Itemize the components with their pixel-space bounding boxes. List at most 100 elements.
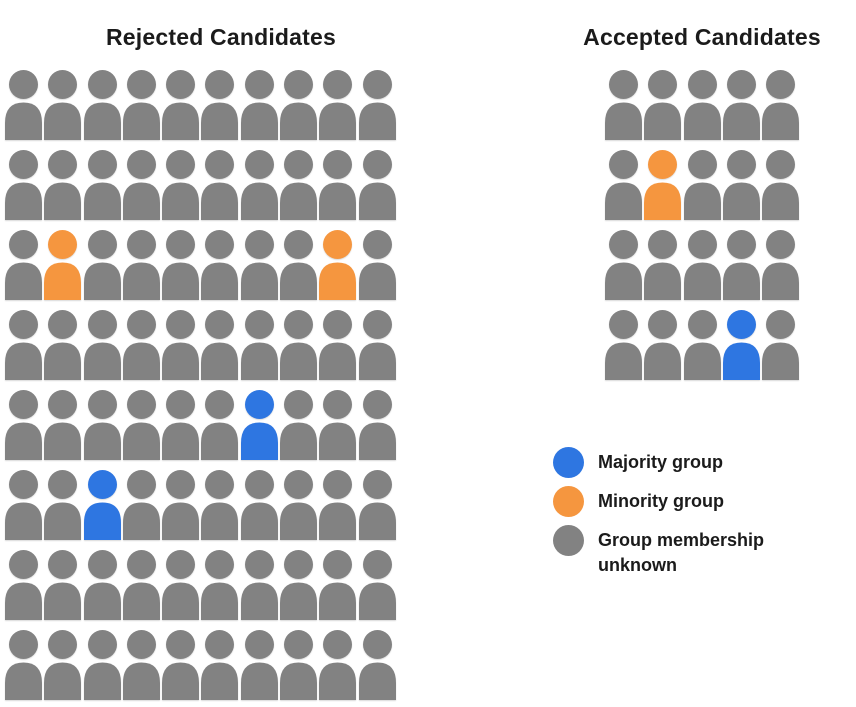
person-icon-unknown <box>162 390 200 460</box>
person-icon-unknown <box>201 630 239 700</box>
person-icon-unknown <box>5 550 42 620</box>
person-icon-unknown <box>122 550 160 620</box>
person-icon-unknown <box>83 70 121 140</box>
person-icon-unknown <box>122 390 160 460</box>
legend: Majority group Minority group Group memb… <box>553 447 798 578</box>
person-icon-unknown <box>358 230 396 300</box>
person-icon-unknown <box>280 230 318 300</box>
person-icon-unknown <box>683 230 721 300</box>
person-icon-unknown <box>5 230 42 300</box>
person-icon-unknown <box>240 470 278 540</box>
person-icon-unknown <box>240 310 278 380</box>
person-icon-unknown <box>358 470 396 540</box>
person-icon-unknown <box>280 150 318 220</box>
person-icon-unknown <box>683 150 721 220</box>
person-icon-unknown <box>280 630 318 700</box>
person-icon-unknown <box>280 390 318 460</box>
person-icon-unknown <box>162 150 200 220</box>
person-icon-unknown <box>319 150 357 220</box>
person-icon-unknown <box>762 70 800 140</box>
person-icon-unknown <box>722 150 760 220</box>
rejected-candidates-title: Rejected Candidates <box>105 24 337 50</box>
person-icon-unknown <box>122 70 160 140</box>
person-icon-unknown <box>683 310 721 380</box>
person-icon-unknown <box>319 390 357 460</box>
person-icon-unknown <box>122 230 160 300</box>
person-icon-unknown <box>44 150 82 220</box>
person-icon-unknown <box>162 630 200 700</box>
person-icon-minority <box>319 230 357 300</box>
legend-label-unknown: Group membership unknown <box>598 530 765 575</box>
person-icon-unknown <box>605 310 642 380</box>
person-icon-unknown <box>44 70 82 140</box>
person-icon-unknown <box>162 470 200 540</box>
person-icon-unknown <box>605 70 642 140</box>
legend-label-majority: Majority group <box>598 452 723 472</box>
person-icon-unknown <box>280 550 318 620</box>
person-icon-unknown <box>240 630 278 700</box>
accepted-candidates-grid <box>605 70 800 380</box>
person-icon-majority <box>240 390 278 460</box>
person-icon-unknown <box>44 630 82 700</box>
person-icon-unknown <box>240 230 278 300</box>
person-icon-unknown <box>644 310 682 380</box>
person-icon-unknown <box>240 150 278 220</box>
person-icon-unknown <box>280 470 318 540</box>
person-icon-unknown <box>83 310 121 380</box>
person-icon-unknown <box>280 310 318 380</box>
person-icon-unknown <box>762 150 800 220</box>
person-icon-unknown <box>201 150 239 220</box>
person-icon-unknown <box>762 310 800 380</box>
person-icon-unknown <box>644 70 682 140</box>
person-icon-majority <box>83 470 121 540</box>
rejected-candidates-grid <box>5 70 396 700</box>
person-icon-unknown <box>44 470 82 540</box>
person-icon-unknown <box>83 390 121 460</box>
person-icon-unknown <box>83 230 121 300</box>
person-icon-unknown <box>319 550 357 620</box>
person-icon-unknown <box>162 550 200 620</box>
person-icon-unknown <box>122 310 160 380</box>
person-icon-unknown <box>358 550 396 620</box>
person-icon-unknown <box>122 150 160 220</box>
person-icon-majority <box>722 310 760 380</box>
person-icon-unknown <box>358 630 396 700</box>
legend-item-majority: Majority group <box>553 447 798 478</box>
person-icon-unknown <box>319 630 357 700</box>
person-icon-unknown <box>280 70 318 140</box>
person-icon-unknown <box>240 550 278 620</box>
legend-item-minority: Minority group <box>553 486 798 517</box>
person-icon-unknown <box>644 230 682 300</box>
legend-label-minority: Minority group <box>598 491 724 511</box>
person-icon-unknown <box>201 70 239 140</box>
person-icon-unknown <box>83 550 121 620</box>
accepted-candidates-title: Accepted Candidates <box>583 24 821 50</box>
person-icon-unknown <box>44 550 82 620</box>
person-icon-unknown <box>162 230 200 300</box>
person-icon-unknown <box>605 150 642 220</box>
person-icon-minority <box>44 230 82 300</box>
person-icon-unknown <box>122 630 160 700</box>
person-icon-unknown <box>5 470 42 540</box>
person-icon-unknown <box>201 310 239 380</box>
person-icon-unknown <box>319 310 357 380</box>
person-icon-unknown <box>83 150 121 220</box>
person-icon-unknown <box>162 310 200 380</box>
legend-item-unknown: Group membership unknown <box>553 525 798 578</box>
person-icon-unknown <box>722 230 760 300</box>
person-icon-unknown <box>358 310 396 380</box>
minority-group-swatch-icon <box>553 486 584 517</box>
person-icon-unknown <box>201 470 239 540</box>
majority-group-swatch-icon <box>553 447 584 478</box>
person-icon-unknown <box>605 230 642 300</box>
unknown-group-swatch-icon <box>553 525 584 556</box>
person-icon-unknown <box>5 310 42 380</box>
person-icon-unknown <box>201 230 239 300</box>
person-icon-unknown <box>162 70 200 140</box>
person-icon-unknown <box>683 70 721 140</box>
person-icon-unknown <box>201 390 239 460</box>
person-icon-unknown <box>201 550 239 620</box>
person-icon-unknown <box>122 470 160 540</box>
person-icon-unknown <box>319 70 357 140</box>
person-icon-unknown <box>5 630 42 700</box>
